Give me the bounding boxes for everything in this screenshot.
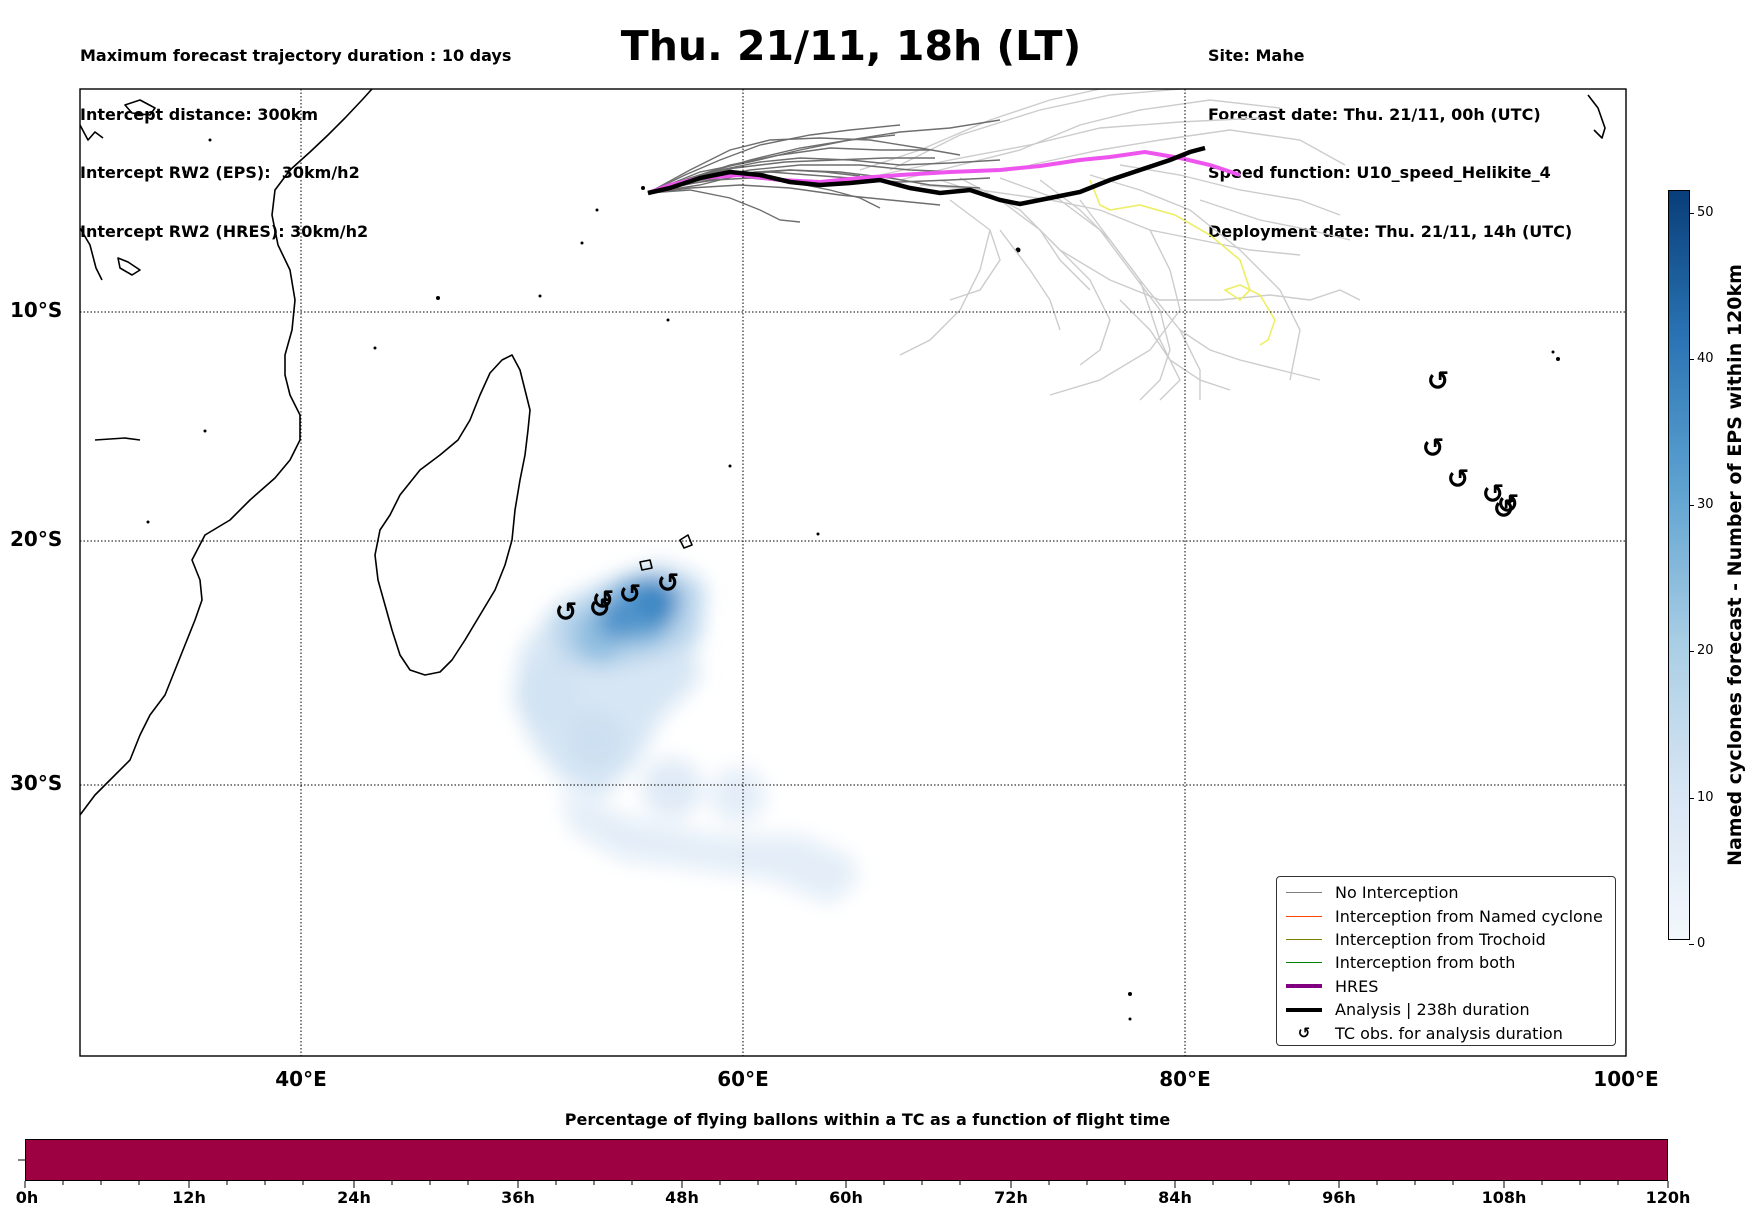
legend-label: HRES bbox=[1335, 976, 1379, 996]
mauritius-island bbox=[639, 559, 653, 571]
tc-obs-marker: ↺ bbox=[1422, 433, 1445, 464]
legend-item: HRES bbox=[1283, 975, 1615, 998]
colorbar-tick: 40 bbox=[1689, 351, 1714, 366]
colorbar-tick: 10 bbox=[1689, 790, 1714, 805]
info-line: Maximum forecast trajectory duration : 1… bbox=[80, 46, 512, 65]
time-label: 72h bbox=[994, 1188, 1028, 1207]
tc-obs-marker: ↺ bbox=[1427, 366, 1450, 397]
tc-obs-marker: ↺ bbox=[1497, 489, 1520, 520]
legend-item: Interception from both bbox=[1283, 951, 1615, 974]
legend: No Interception Interception from Named … bbox=[1276, 876, 1616, 1046]
legend-label: TC obs. for analysis duration bbox=[1335, 1023, 1563, 1043]
lon-label-40e: 40°E bbox=[275, 1067, 327, 1091]
legend-swatch-tc-obs: ↺ bbox=[1283, 1024, 1325, 1042]
comoros-islands bbox=[117, 257, 141, 276]
arabia-coast bbox=[80, 124, 104, 141]
legend-item: ↺ TC obs. for analysis duration bbox=[1283, 1021, 1615, 1044]
info-line: Intercept distance: 300km bbox=[80, 104, 319, 124]
colorbar bbox=[1668, 190, 1690, 940]
indonesia-fragment bbox=[1587, 94, 1606, 139]
time-label: 48h bbox=[665, 1188, 699, 1207]
map-title: Thu. 21/11, 18h (LT) bbox=[620, 22, 1082, 70]
tc-obs-marker: ↺ bbox=[1482, 479, 1505, 510]
legend-label: Interception from Named cyclone bbox=[1335, 906, 1603, 926]
time-label: 24h bbox=[337, 1188, 371, 1207]
info-line: Intercept RW2 (HRES): 30km/h2 bbox=[80, 221, 369, 241]
lat-label-20s: 20°S bbox=[10, 527, 63, 551]
legend-item: No Interception bbox=[1283, 881, 1615, 904]
info-line: Site: Mahe bbox=[1208, 46, 1305, 65]
colorbar-tick: 30 bbox=[1689, 497, 1714, 512]
info-left: Maximum forecast trajectory duration : 1… bbox=[80, 7, 511, 261]
time-label: 108h bbox=[1481, 1188, 1527, 1207]
legend-swatch-hres bbox=[1283, 984, 1325, 989]
legend-item: Analysis | 238h duration bbox=[1283, 998, 1615, 1021]
lon-label-80e: 80°E bbox=[1159, 1067, 1211, 1091]
tc-obs-marker: ↺ bbox=[589, 593, 612, 624]
coastlines bbox=[80, 89, 1606, 816]
legend-item: Interception from Trochoid bbox=[1283, 928, 1615, 951]
legend-swatch-no-interception bbox=[1283, 892, 1325, 894]
time-label: 120h bbox=[1645, 1188, 1691, 1207]
cape-verde-island bbox=[94, 437, 141, 441]
legend-item: Interception from Named cyclone bbox=[1283, 904, 1615, 927]
africa-coast bbox=[80, 89, 373, 816]
lon-label-60e: 60°E bbox=[717, 1067, 769, 1091]
east-coast-fragment bbox=[80, 227, 103, 281]
tc-obs-marker: ↺ bbox=[619, 579, 642, 610]
time-label: 0h bbox=[15, 1188, 39, 1207]
time-label: 12h bbox=[172, 1188, 206, 1207]
small-islands bbox=[146, 138, 1560, 1021]
time-label: 36h bbox=[501, 1188, 535, 1207]
madagascar-coast bbox=[374, 354, 531, 676]
reunion-island bbox=[679, 534, 693, 549]
time-label: 84h bbox=[1158, 1188, 1192, 1207]
info-line: Forecast date: Thu. 21/11, 00h (UTC) bbox=[1208, 104, 1541, 124]
lon-label-100e: 100°E bbox=[1593, 1067, 1659, 1091]
time-label: 96h bbox=[1322, 1188, 1356, 1207]
cyclone-density-field bbox=[514, 560, 860, 905]
lat-label-30s: 30°S bbox=[10, 771, 63, 795]
tc-obs-marker: ↺ bbox=[657, 568, 680, 599]
colorbar-tick: 0 bbox=[1688, 936, 1706, 951]
time-label: 60h bbox=[829, 1188, 863, 1207]
tc-obs-marker: ↺ bbox=[592, 585, 615, 616]
tc-obs-marker: ↺ bbox=[1447, 464, 1470, 495]
colorbar-tick: 20 bbox=[1689, 643, 1714, 658]
legend-label: Interception from Trochoid bbox=[1335, 929, 1546, 949]
legend-swatch-analysis bbox=[1283, 1007, 1325, 1012]
gridlines bbox=[80, 89, 1626, 1056]
socotra-island bbox=[124, 99, 156, 116]
eps-trajectories-late bbox=[859, 89, 1361, 401]
legend-label: No Interception bbox=[1335, 883, 1459, 903]
flight-time-title: Percentage of flying ballons within a TC… bbox=[564, 1110, 1171, 1129]
analysis-trajectory bbox=[647, 145, 1206, 207]
tc-symbol-icon: ↺ bbox=[1297, 1024, 1311, 1043]
legend-label: Interception from both bbox=[1335, 953, 1516, 973]
colorbar-tick: 50 bbox=[1689, 205, 1714, 220]
lat-label-10s: 10°S bbox=[10, 298, 63, 322]
legend-swatch-named-cyclone bbox=[1283, 915, 1325, 917]
info-right: Site: Mahe Forecast date: Thu. 21/11, 00… bbox=[1208, 7, 1572, 261]
map-frame bbox=[79, 88, 1627, 1057]
hres-trajectory bbox=[647, 149, 1241, 195]
flight-time-bar bbox=[25, 1139, 1668, 1181]
tc-obs-marker: ↺ bbox=[1493, 494, 1516, 525]
legend-swatch-both bbox=[1283, 962, 1325, 964]
info-line: Deployment date: Thu. 21/11, 14h (UTC) bbox=[1208, 221, 1573, 241]
legend-swatch-trochoid bbox=[1283, 938, 1325, 940]
tc-obs-marker: ↺ bbox=[555, 597, 578, 628]
tc-observations: ↺ ↺ ↺ ↺ ↺ ↺ ↺ ↺ ↺ ↺ ↺ bbox=[555, 366, 1520, 628]
legend-label: Analysis | 238h duration bbox=[1335, 1000, 1530, 1020]
